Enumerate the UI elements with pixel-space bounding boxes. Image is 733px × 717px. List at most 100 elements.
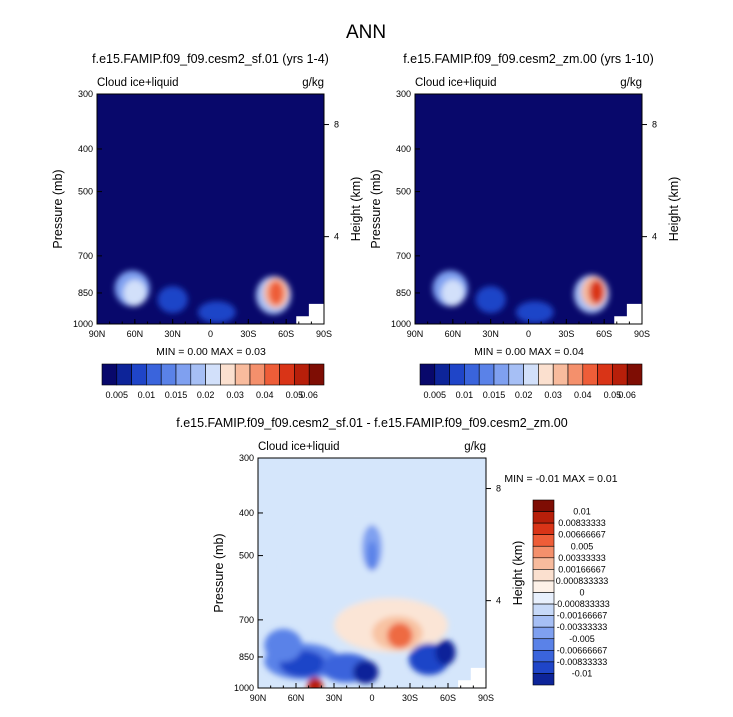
x-tick-label: 30N bbox=[164, 329, 181, 339]
contour-blob bbox=[366, 540, 378, 571]
panel-variable-label: Cloud ice+liquid bbox=[97, 77, 179, 89]
colorbar-swatch bbox=[532, 626, 555, 640]
colorbar-swatch bbox=[493, 363, 510, 386]
colorbar-swatch bbox=[294, 363, 310, 386]
contour-blob bbox=[123, 279, 147, 307]
colorbar-swatch bbox=[532, 545, 555, 559]
x-tick-label: 90S bbox=[316, 329, 332, 339]
x-tick-label: 30S bbox=[240, 329, 256, 339]
colorbar-swatch bbox=[532, 557, 555, 570]
height-tick-label: 4 bbox=[652, 232, 657, 242]
min-max-stats: MIN = -0.01 MAX = 0.01 bbox=[504, 473, 617, 485]
colorbar-label: -0.00333333 bbox=[557, 622, 608, 632]
colorbar-swatch bbox=[532, 615, 555, 628]
colorbar-swatch bbox=[434, 363, 450, 386]
x-tick-label: 60S bbox=[440, 693, 456, 703]
contour-blob bbox=[475, 286, 506, 314]
chart-panel-3: f.e15.FAMIP.f09_f09.cesm2_sf.01 - f.e15.… bbox=[176, 416, 617, 703]
y-axis-label: Pressure (mb) bbox=[212, 533, 226, 612]
x-tick-label: 60S bbox=[596, 329, 612, 339]
y-axis-label: Pressure (mb) bbox=[51, 169, 65, 248]
colorbar-swatch bbox=[532, 580, 555, 593]
colorbar-label: 0.005 bbox=[424, 390, 447, 400]
colorbar-label: 0.00666667 bbox=[558, 530, 606, 540]
x-tick-label: 30S bbox=[402, 693, 418, 703]
min-max-stats: MIN = 0.00 MAX = 0.04 bbox=[474, 346, 584, 358]
colorbar-swatch bbox=[552, 363, 569, 386]
contour-field bbox=[415, 94, 642, 324]
colorbar-swatch bbox=[308, 363, 325, 386]
y-tick-label: 500 bbox=[78, 187, 93, 197]
panel-title: f.e15.FAMIP.f09_f09.cesm2_sf.01 - f.e15.… bbox=[176, 416, 567, 430]
contour-blob bbox=[589, 279, 605, 304]
colorbar-label: 0.02 bbox=[515, 390, 533, 400]
x-tick-label: 0 bbox=[208, 329, 213, 339]
colorbar-label: 0.000833333 bbox=[556, 576, 609, 586]
colorbar-swatch bbox=[249, 363, 266, 386]
colorbar-label: 0.01 bbox=[573, 507, 591, 517]
y-axis-right-label: Height (km) bbox=[511, 541, 525, 606]
contour-field bbox=[258, 458, 486, 688]
y-axis-label: Pressure (mb) bbox=[369, 169, 383, 248]
colorbar-swatch bbox=[175, 363, 192, 386]
y-tick-label: 500 bbox=[396, 187, 411, 197]
colorbar: 0.005 0.01 0.015 0.02 0.03 0.04 0.050.06 bbox=[101, 363, 325, 400]
contour-blob bbox=[353, 660, 379, 684]
colorbar: 0.010.008333330.006666670.0050.003333330… bbox=[532, 499, 610, 686]
height-tick-label: 8 bbox=[496, 484, 501, 494]
colorbar-swatch bbox=[597, 363, 613, 386]
colorbar-swatch bbox=[205, 363, 221, 386]
x-tick-label: 0 bbox=[369, 693, 374, 703]
y-tick-label: 700 bbox=[78, 251, 93, 261]
colorbar-label: 0.02 bbox=[197, 390, 215, 400]
colorbar-label: 0 bbox=[579, 588, 584, 598]
x-tick-label: 90N bbox=[89, 329, 106, 339]
colorbar-swatch bbox=[508, 363, 524, 386]
y-tick-label: 850 bbox=[239, 652, 254, 662]
colorbar-label: 0.005 bbox=[106, 390, 129, 400]
colorbar-swatch bbox=[449, 363, 465, 386]
colorbar-label: 0.04 bbox=[256, 390, 274, 400]
contour-field bbox=[97, 94, 324, 324]
colorbar-swatch bbox=[101, 363, 118, 386]
y-tick-label: 300 bbox=[78, 89, 93, 99]
colorbar-swatch bbox=[264, 363, 280, 386]
x-tick-label: 30N bbox=[482, 329, 499, 339]
height-tick-label: 8 bbox=[334, 120, 339, 130]
colorbar-label: 0.05 bbox=[286, 390, 304, 400]
panel-variable-label: Cloud ice+liquid bbox=[258, 441, 340, 453]
y-tick-label: 400 bbox=[396, 144, 411, 154]
colorbar-label: 0.01 bbox=[138, 390, 156, 400]
x-tick-label: 60N bbox=[445, 329, 462, 339]
colorbar-swatch bbox=[279, 363, 295, 386]
x-tick-label: 60N bbox=[127, 329, 144, 339]
contour-blob bbox=[157, 286, 188, 314]
x-tick-label: 0 bbox=[526, 329, 531, 339]
colorbar-swatch bbox=[612, 363, 628, 386]
panel-variable-label: Cloud ice+liquid bbox=[415, 77, 497, 89]
y-axis-right-label: Height (km) bbox=[349, 177, 363, 242]
x-tick-label: 60N bbox=[288, 693, 305, 703]
contour-blob bbox=[441, 279, 465, 307]
colorbar-label: -0.005 bbox=[569, 634, 595, 644]
colorbar-swatch bbox=[234, 363, 251, 386]
colorbar-label: -0.00666667 bbox=[557, 645, 608, 655]
colorbar-swatch bbox=[532, 650, 555, 663]
y-tick-label: 700 bbox=[239, 615, 254, 625]
y-tick-label: 700 bbox=[396, 251, 411, 261]
contour-blob bbox=[268, 280, 284, 306]
colorbar-swatch bbox=[464, 363, 480, 386]
x-tick-label: 60S bbox=[278, 329, 294, 339]
colorbar-label: 0.005 bbox=[571, 541, 594, 551]
colorbar-label: -0.000833333 bbox=[554, 599, 610, 609]
colorbar-swatch bbox=[532, 592, 555, 605]
colorbar-swatch bbox=[190, 363, 206, 386]
x-tick-label: 90S bbox=[478, 693, 494, 703]
colorbar-swatch bbox=[220, 363, 236, 386]
contour-blob bbox=[387, 622, 413, 649]
colorbar-label: 0.015 bbox=[483, 390, 506, 400]
colorbar-swatch bbox=[538, 363, 554, 386]
contour-blob bbox=[307, 677, 323, 688]
y-tick-label: 400 bbox=[239, 508, 254, 518]
colorbar-swatch bbox=[532, 569, 555, 582]
